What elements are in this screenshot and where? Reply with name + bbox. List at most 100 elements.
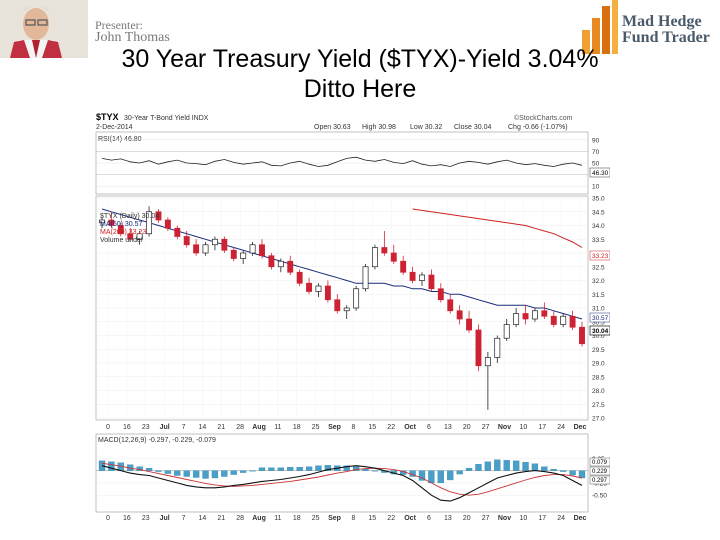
x-axis-label: 0 bbox=[106, 424, 110, 431]
rsi-tick-label: 50 bbox=[592, 161, 600, 168]
candle-body bbox=[531, 310, 538, 320]
candle-body bbox=[296, 271, 303, 284]
legend-ma50: MA(50) 30.57 bbox=[100, 221, 143, 228]
macd-hist-bar bbox=[192, 470, 200, 478]
candle-body bbox=[221, 238, 228, 251]
rsi-line bbox=[101, 156, 583, 167]
candle-body bbox=[541, 310, 548, 317]
x-axis-label: Dec bbox=[574, 515, 587, 522]
candle-body bbox=[550, 315, 557, 325]
price-tick-label: 28.5 bbox=[592, 374, 605, 381]
price-tick-label: 32.0 bbox=[592, 278, 605, 285]
x-axis-label: 6 bbox=[427, 424, 431, 431]
price-tick-label: 34.0 bbox=[592, 223, 605, 230]
candle-body bbox=[230, 249, 237, 259]
x-axis-label: 28 bbox=[236, 515, 244, 522]
x-axis-label: 25 bbox=[312, 424, 320, 431]
presenter-block: Presenter: John Thomas bbox=[0, 0, 200, 60]
x-axis-label: 20 bbox=[463, 424, 471, 431]
candle-body bbox=[456, 310, 463, 320]
x-axis-label: 8 bbox=[351, 424, 355, 431]
candle-body bbox=[127, 233, 134, 240]
macd-hist-bar bbox=[578, 470, 586, 479]
macd-hist-bar bbox=[202, 470, 209, 479]
macd-hist-bar bbox=[343, 465, 350, 471]
candle-body bbox=[466, 318, 473, 331]
macd-hist-bar bbox=[531, 463, 539, 471]
candle-body bbox=[381, 247, 388, 254]
x-axis-label: 25 bbox=[312, 515, 320, 522]
candle-body bbox=[390, 252, 397, 262]
macd-hist-bar bbox=[230, 470, 237, 475]
macd-hist-bar bbox=[494, 459, 501, 471]
macd-hist-bar bbox=[512, 460, 520, 471]
slide-title: 30 Year Treasury Yield ($TYX)-Yield 3.04… bbox=[100, 44, 620, 104]
presenter-portrait bbox=[0, 0, 88, 58]
x-axis-label: 27 bbox=[482, 424, 490, 431]
candle-body bbox=[400, 260, 407, 273]
x-axis-label: 23 bbox=[142, 424, 150, 431]
ma50-line bbox=[101, 208, 583, 320]
readout-close: Close 30.04 bbox=[454, 124, 491, 131]
macd-hist-bar bbox=[569, 470, 576, 476]
candle-body bbox=[419, 274, 425, 281]
candle-body bbox=[306, 282, 313, 292]
rsi-tick-label: 70 bbox=[592, 149, 600, 156]
macd-hist-bar bbox=[155, 470, 162, 472]
presenter-label: Presenter: bbox=[95, 18, 143, 32]
rsi-label: RSI(14) 46.80 bbox=[98, 136, 142, 143]
candle-body bbox=[353, 288, 360, 309]
x-axis-label: Jul bbox=[160, 515, 170, 522]
candle-body bbox=[409, 271, 416, 281]
x-axis-label: 15 bbox=[368, 424, 376, 431]
candle-body bbox=[503, 324, 510, 339]
logo-bars-icon bbox=[582, 0, 618, 54]
macd-hist-bar bbox=[475, 464, 482, 471]
candle-body bbox=[447, 299, 454, 312]
price-tick-label: 27.5 bbox=[592, 402, 605, 409]
logo-line1: Mad Hedge bbox=[622, 13, 702, 30]
macd-hist-bar bbox=[456, 470, 463, 475]
macd-hist-bar bbox=[541, 466, 548, 471]
tyx-chart: $TYX 30-Year T-Bond Yield INDX ©StockCha… bbox=[94, 110, 610, 524]
chart-date: 2-Dec-2014 bbox=[96, 124, 133, 131]
legend-volume: Volume undef bbox=[100, 237, 143, 244]
macd-hist-bar bbox=[371, 470, 379, 472]
x-axis-label: 6 bbox=[427, 515, 431, 522]
x-axis-label: 16 bbox=[123, 515, 131, 522]
rsi-value-tag bbox=[589, 167, 610, 178]
x-axis-label: 8 bbox=[351, 515, 355, 522]
chart-subtitle: 30-Year T-Bond Yield INDX bbox=[124, 115, 209, 122]
chart-canvas: $TYX 30-Year T-Bond Yield INDX ©StockCha… bbox=[94, 110, 610, 524]
macd-hist-bar bbox=[240, 470, 247, 473]
macd-label: MACD(12,26,9) -0.297, -0.229, -0.079 bbox=[98, 437, 216, 444]
macd-hist-bar bbox=[296, 467, 303, 471]
x-axis-label: 24 bbox=[557, 515, 565, 522]
x-axis-label: 11 bbox=[274, 424, 281, 431]
candle-body bbox=[259, 244, 265, 257]
candle-body bbox=[334, 299, 341, 312]
candle-body bbox=[240, 252, 247, 259]
candle-body bbox=[475, 329, 482, 367]
x-axis-label: Aug bbox=[252, 424, 266, 431]
price-tick-label: 31.0 bbox=[592, 306, 605, 313]
macd-hist-bar bbox=[465, 468, 473, 471]
close-tag-text: 30.04 bbox=[592, 328, 609, 335]
candle-body bbox=[494, 337, 501, 358]
x-axis-label: 23 bbox=[142, 515, 150, 522]
candle-body bbox=[579, 326, 585, 345]
chart-source: ©StockCharts.com bbox=[514, 114, 573, 122]
candle-body bbox=[324, 285, 331, 301]
x-axis-label: 22 bbox=[387, 515, 395, 522]
x-axis-label: 13 bbox=[444, 424, 452, 431]
macd-macd-tag bbox=[589, 466, 610, 476]
macd-hist-bar bbox=[258, 467, 266, 471]
x-axis-label: Jul bbox=[160, 424, 170, 431]
candle-body bbox=[315, 285, 322, 292]
rsi-tick-label: 10 bbox=[592, 184, 600, 191]
candle-body bbox=[560, 315, 567, 325]
candle-body bbox=[343, 307, 350, 312]
macd-hist-tag-text: 0.297 bbox=[592, 478, 608, 484]
legend-ma200: MA(200) 33.23 bbox=[100, 229, 146, 236]
macd-hist-bar bbox=[249, 470, 256, 472]
